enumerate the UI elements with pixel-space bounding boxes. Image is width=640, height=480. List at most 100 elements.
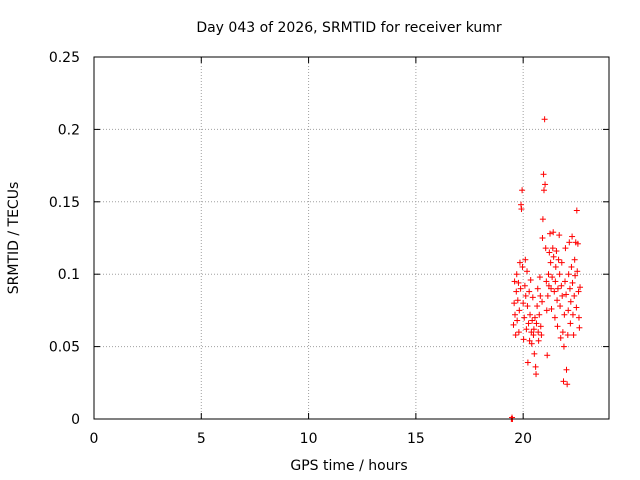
data-point — [532, 363, 539, 370]
data-point — [566, 285, 573, 292]
data-point — [529, 317, 536, 324]
data-point — [528, 340, 535, 347]
y-tick-label: 0.1 — [58, 267, 80, 283]
data-point — [570, 332, 577, 339]
data-point — [562, 278, 569, 285]
data-point — [512, 332, 519, 339]
data-point — [534, 303, 541, 310]
data-point — [519, 263, 526, 270]
data-point — [521, 282, 528, 289]
data-point — [527, 276, 534, 283]
data-point — [559, 292, 566, 299]
data-point — [510, 321, 517, 328]
data-point — [546, 249, 553, 256]
data-point — [522, 256, 529, 263]
data-point — [572, 272, 579, 279]
data-point — [540, 171, 547, 178]
data-point — [536, 311, 543, 318]
data-point — [516, 307, 523, 314]
data-point — [573, 304, 580, 311]
y-tick-label: 0.15 — [49, 195, 80, 211]
grid-layer — [94, 57, 609, 419]
data-point — [548, 285, 555, 292]
x-axis-label: GPS time / hours — [290, 458, 407, 474]
data-point — [530, 332, 537, 339]
data-point — [513, 271, 520, 278]
data-point — [519, 187, 526, 194]
plot-area-border — [93, 56, 610, 420]
data-point — [575, 314, 582, 321]
data-point — [562, 245, 569, 252]
data-point — [556, 271, 563, 278]
data-point — [571, 292, 578, 299]
data-point — [524, 303, 531, 310]
data-point — [547, 259, 554, 266]
data-point — [520, 336, 527, 343]
data-point — [535, 329, 542, 336]
data-point — [548, 305, 555, 312]
data-point — [534, 285, 541, 292]
data-point — [554, 285, 561, 292]
data-point — [516, 259, 523, 266]
data-point — [544, 352, 551, 359]
data-point — [569, 311, 576, 318]
data-point — [533, 320, 540, 327]
data-point — [554, 323, 561, 330]
data-point — [513, 288, 520, 295]
data-point — [520, 300, 527, 307]
data-point — [568, 263, 575, 270]
data-point — [511, 300, 518, 307]
data-point — [514, 317, 521, 324]
x-tick-label: 15 — [407, 431, 425, 447]
data-point — [553, 248, 560, 255]
data-point — [563, 291, 570, 298]
data-point — [552, 263, 559, 270]
data-point — [560, 343, 567, 350]
data-point — [564, 381, 571, 388]
data-point — [555, 256, 562, 263]
data-point — [558, 282, 565, 289]
data-point — [552, 278, 559, 285]
data-point — [542, 245, 549, 252]
data-point — [511, 278, 518, 285]
data-point — [569, 279, 576, 286]
data-point — [571, 256, 578, 263]
y-tick-label: 0.2 — [58, 122, 80, 138]
data-point — [560, 378, 567, 385]
data-point — [515, 329, 522, 336]
data-point — [563, 366, 570, 373]
data-point — [574, 268, 581, 275]
data-point — [539, 216, 546, 223]
data-point — [551, 314, 558, 321]
data-point — [546, 230, 553, 237]
data-point — [539, 298, 546, 305]
data-point — [577, 284, 584, 291]
y-tick-label: 0.05 — [49, 340, 80, 356]
data-point — [523, 326, 530, 333]
data-point — [524, 268, 531, 275]
data-point — [543, 307, 550, 314]
data-point — [524, 359, 531, 366]
data-point — [550, 229, 557, 236]
data-point — [573, 207, 580, 214]
data-point — [557, 334, 564, 341]
data-point — [533, 371, 540, 378]
data-point — [565, 271, 572, 278]
data-point — [526, 288, 533, 295]
data-point — [515, 279, 522, 286]
data-point — [543, 278, 550, 285]
data-point — [559, 329, 566, 336]
data-point — [556, 232, 563, 239]
data-points-layer — [508, 116, 584, 422]
data-point — [538, 332, 545, 339]
data-point — [525, 320, 532, 327]
data-point — [551, 288, 558, 295]
data-point — [537, 292, 544, 299]
data-point — [554, 297, 561, 304]
data-point — [521, 314, 528, 321]
tick-layer: 0 5 10 15 20 0 0.05 0.1 0.15 0.2 0.25 — [49, 50, 609, 447]
data-point — [541, 116, 548, 123]
data-point — [537, 323, 544, 330]
data-point — [564, 332, 571, 339]
